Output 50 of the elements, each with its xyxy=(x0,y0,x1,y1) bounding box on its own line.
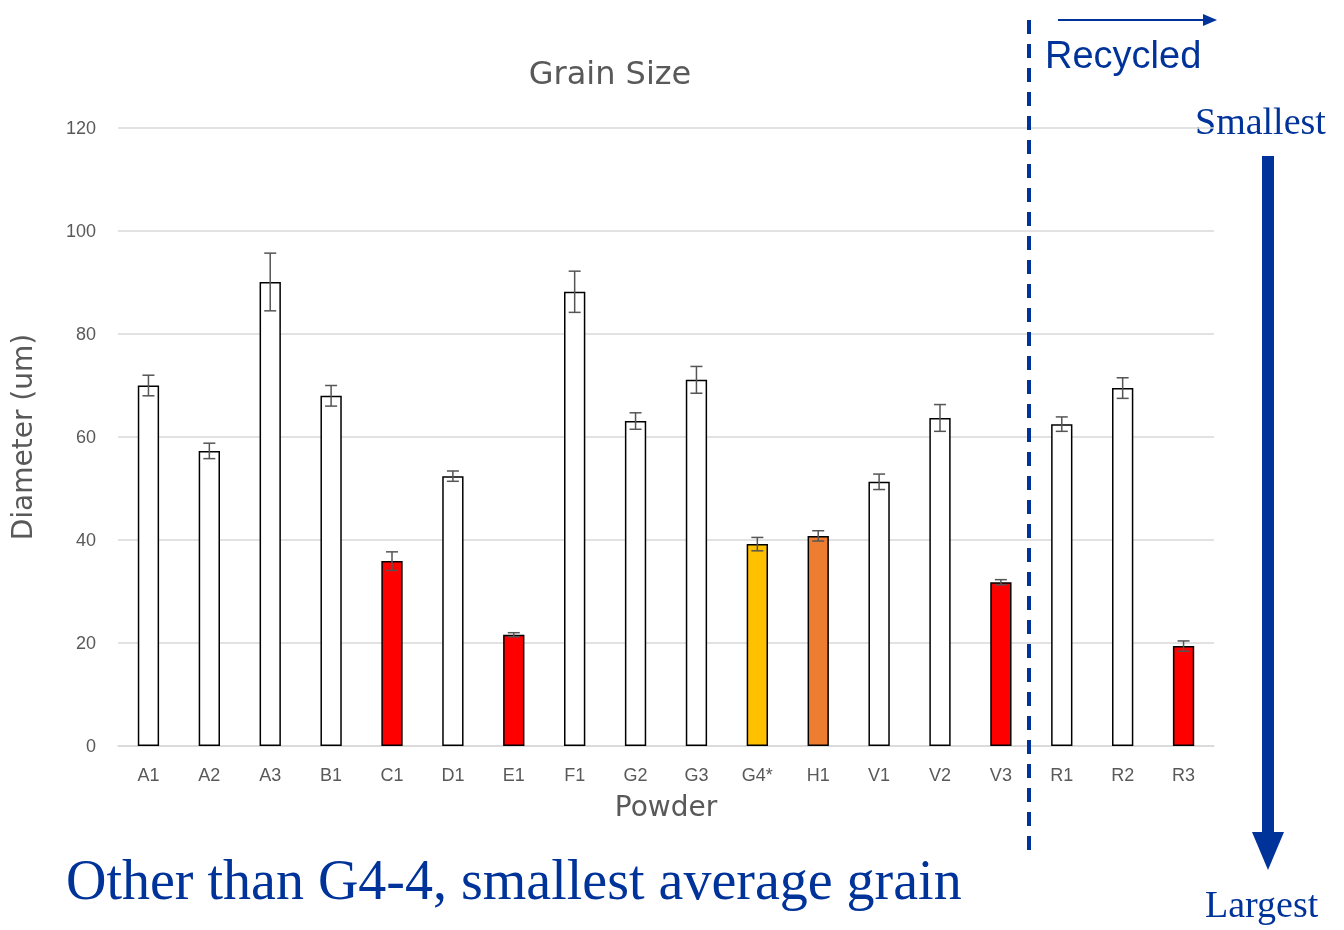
y-tick-label: 20 xyxy=(75,633,96,653)
bar xyxy=(990,582,1012,746)
x-tick-label: C1 xyxy=(380,765,404,785)
bar xyxy=(564,291,586,746)
x-tick-label: G4* xyxy=(741,765,773,785)
x-tick-label: E1 xyxy=(502,765,525,785)
y-tick-label: 100 xyxy=(65,221,96,241)
bar xyxy=(685,379,708,746)
bar xyxy=(929,417,951,746)
x-tick-label: V3 xyxy=(989,765,1012,785)
text: Other than G4-4, smallest average grain xyxy=(66,849,962,911)
x-tick-label: G2 xyxy=(623,765,648,785)
text: Recycled xyxy=(1045,34,1202,76)
y-tick-label: 0 xyxy=(85,736,96,756)
bar xyxy=(624,421,647,746)
y-tick-label: 80 xyxy=(75,324,96,344)
y-tick-label: 120 xyxy=(65,118,96,138)
bar xyxy=(381,561,403,746)
x-tick-label: F1 xyxy=(564,765,586,785)
text: Largest xyxy=(1205,883,1319,925)
bar xyxy=(137,385,160,746)
x-tick-label: H1 xyxy=(806,765,830,785)
x-tick-label: B1 xyxy=(320,765,343,785)
chart-title: Grain Size xyxy=(528,54,692,92)
bar xyxy=(320,395,342,746)
x-tick-label: A1 xyxy=(137,765,160,785)
y-axis-title: Diameter (um) xyxy=(5,333,39,541)
bar xyxy=(1172,646,1195,746)
x-tick-label: R2 xyxy=(1111,765,1135,785)
bar xyxy=(1051,424,1073,746)
bar xyxy=(746,544,768,746)
x-tick-label: R1 xyxy=(1050,765,1074,785)
x-tick-label: D1 xyxy=(441,765,465,785)
x-tick-label: R3 xyxy=(1172,765,1196,785)
y-tick-label: 40 xyxy=(75,530,96,550)
x-tick-label: A2 xyxy=(198,765,221,785)
bar xyxy=(442,476,464,746)
annotation: Smallest xyxy=(1195,100,1327,142)
x-axis-title: Powder xyxy=(614,789,718,823)
x-tick-label: G3 xyxy=(684,765,709,785)
y-tick-label: 60 xyxy=(75,427,96,447)
bar xyxy=(503,634,525,746)
bar xyxy=(198,450,220,746)
x-tick-label: V2 xyxy=(928,765,952,785)
x-tick-label: V1 xyxy=(868,765,891,785)
bar xyxy=(1112,388,1134,746)
bar xyxy=(868,481,890,746)
bar xyxy=(259,281,281,746)
bar xyxy=(807,535,829,746)
x-tick-label: A3 xyxy=(259,765,282,785)
